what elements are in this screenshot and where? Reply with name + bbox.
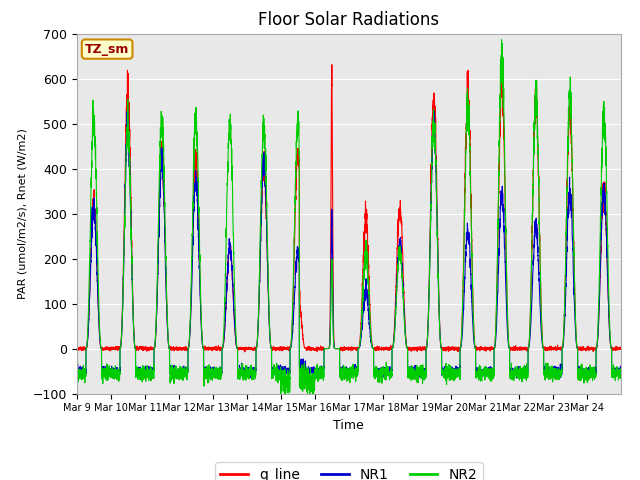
NR2 [525, 343, 532, 349]
Line: q_line: q_line [77, 62, 621, 352]
Legend: q_line, NR1, NR2: q_line, NR1, NR2 [215, 462, 483, 480]
NR2 [304, 395, 312, 401]
NR1 [369, 346, 377, 351]
q_line [186, 335, 193, 340]
NR2 [499, 68, 506, 73]
q_line [498, 80, 506, 86]
Text: TZ_sm: TZ_sm [85, 43, 129, 56]
q_line [539, 343, 547, 349]
q_line [525, 343, 532, 349]
NR1 [136, 377, 144, 383]
NR2 [498, 37, 506, 43]
NR2 [398, 272, 406, 277]
NR1 [398, 271, 406, 277]
NR2 [617, 366, 625, 372]
NR2 [73, 372, 81, 378]
NR1 [525, 345, 532, 350]
q_line [499, 60, 506, 65]
NR2 [186, 333, 193, 339]
q_line [241, 349, 249, 355]
q_line [73, 346, 81, 352]
NR1 [617, 368, 625, 373]
Line: NR2: NR2 [77, 40, 621, 398]
Y-axis label: PAR (umol/m2/s), Rnet (W/m2): PAR (umol/m2/s), Rnet (W/m2) [17, 128, 27, 299]
NR1 [499, 194, 506, 200]
Line: NR1: NR1 [77, 111, 621, 380]
Title: Floor Solar Radiations: Floor Solar Radiations [258, 11, 440, 29]
NR1 [124, 108, 132, 114]
NR1 [73, 367, 81, 373]
q_line [617, 346, 625, 352]
q_line [398, 235, 406, 240]
q_line [369, 346, 377, 351]
NR1 [186, 333, 194, 339]
X-axis label: Time: Time [333, 419, 364, 432]
NR2 [539, 343, 547, 349]
NR1 [539, 345, 547, 350]
NR2 [369, 346, 377, 351]
